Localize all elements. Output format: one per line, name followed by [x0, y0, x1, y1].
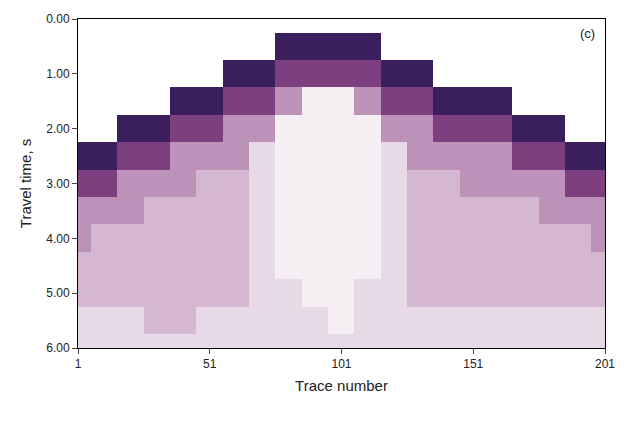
- svg-text:Travel time, s: Travel time, s: [17, 139, 34, 228]
- svg-text:3.00: 3.00: [46, 177, 70, 191]
- svg-text:201: 201: [595, 357, 615, 371]
- svg-text:0.00: 0.00: [46, 12, 70, 26]
- svg-text:1.00: 1.00: [46, 67, 70, 81]
- svg-text:101: 101: [331, 357, 351, 371]
- svg-text:5.00: 5.00: [46, 286, 70, 300]
- svg-text:6.00: 6.00: [46, 341, 70, 355]
- svg-text:(c): (c): [580, 26, 595, 41]
- svg-text:Trace number: Trace number: [295, 377, 388, 394]
- svg-text:1: 1: [75, 357, 82, 371]
- svg-text:4.00: 4.00: [46, 232, 70, 246]
- svg-text:151: 151: [463, 357, 483, 371]
- svg-text:2.00: 2.00: [46, 122, 70, 136]
- svg-text:51: 51: [203, 357, 217, 371]
